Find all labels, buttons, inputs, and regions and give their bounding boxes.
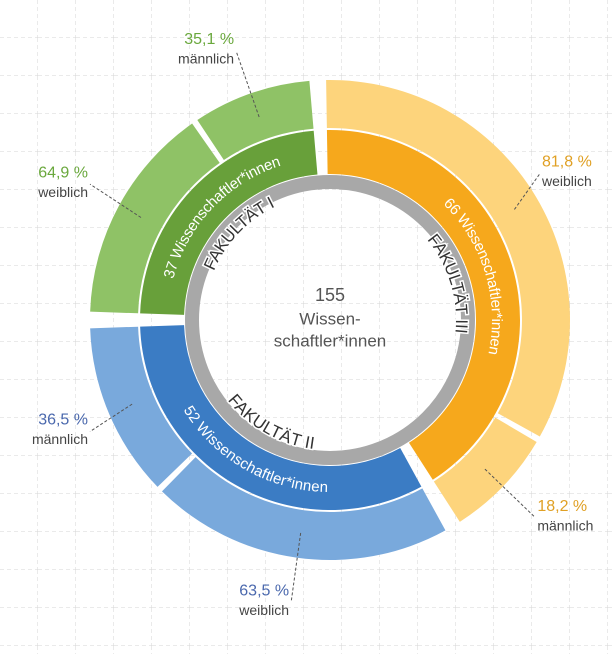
gender-segment [161,457,446,561]
leader-line [484,468,536,518]
gender-segment [90,326,193,487]
gender-segment [90,123,220,314]
gender-label: männlich [32,431,88,447]
leader-line [89,183,142,218]
gender-label: weiblich [37,184,88,200]
percent-label: 63,5 % [239,583,289,600]
leader-line [290,532,302,603]
percent-label: 81,8 % [542,154,592,171]
gender-segment [326,79,571,437]
leader-line [514,173,541,210]
faculty-segment [140,130,318,315]
faculty-segment [140,325,422,511]
center-value: 155 [315,285,345,305]
gray-ring [185,175,475,465]
center-label: Wissen- [299,309,360,328]
percent-label: 35,1 % [184,31,234,48]
percent-label: 18,2 % [537,498,587,515]
leader-line [235,50,260,118]
gender-label: männlich [178,51,234,67]
leader-line [89,403,133,432]
faculty-segment [326,130,520,480]
gender-segment [197,80,314,161]
center-label: schaftler*innen [274,331,386,350]
percent-label: 36,5 % [38,412,88,429]
gender-label: weiblich [541,173,592,189]
percent-label: 64,9 % [38,164,88,181]
gender-label: weiblich [238,602,289,618]
gender-label: männlich [537,517,593,533]
